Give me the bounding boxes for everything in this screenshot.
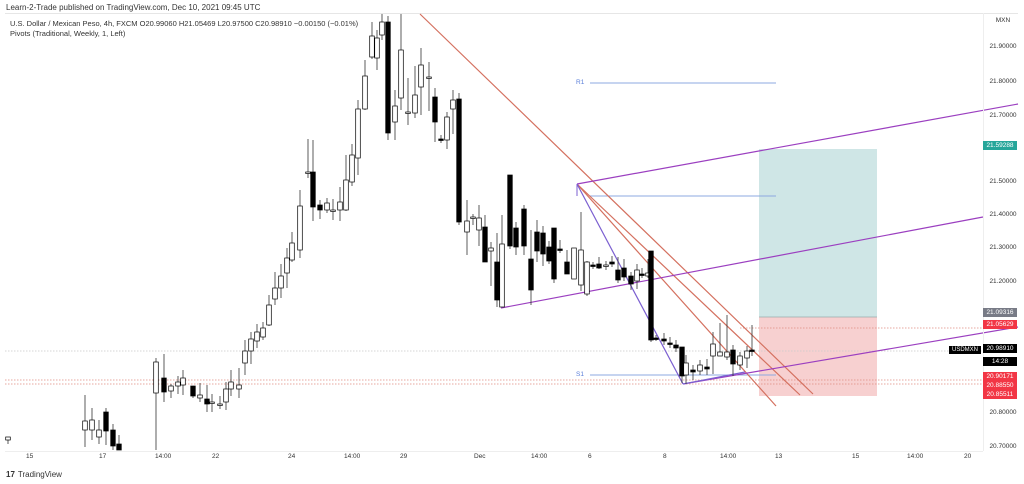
price-tick: 21.20000 bbox=[989, 278, 1017, 285]
trendline-red-1[interactable] bbox=[419, 13, 814, 395]
time-tick: 14:00 bbox=[531, 453, 548, 460]
pivot-s1-label: S1 bbox=[576, 371, 584, 378]
pivot-r1-label: R1 bbox=[576, 79, 585, 86]
price-tag: 21.09316 bbox=[983, 308, 1017, 317]
time-tick: 17 bbox=[99, 453, 107, 460]
price-tag: 21.59288 bbox=[983, 141, 1017, 150]
price-tag: 21.05629 bbox=[983, 320, 1017, 329]
time-tick: 15 bbox=[852, 453, 860, 460]
time-tick: 14:00 bbox=[155, 453, 172, 460]
currency-label: MXN bbox=[995, 17, 1011, 24]
price-tick: 21.70000 bbox=[989, 112, 1017, 119]
price-axis[interactable] bbox=[983, 13, 1024, 451]
time-tick: 20 bbox=[964, 453, 972, 460]
time-tick: 24 bbox=[288, 453, 296, 460]
candlesticks bbox=[5, 14, 755, 451]
symbol-tag: USDMXN bbox=[949, 346, 982, 354]
chart-frame bbox=[5, 13, 1018, 466]
channel-upper[interactable] bbox=[576, 103, 1019, 185]
tv-logo-icon: 17 bbox=[6, 470, 15, 479]
indicator-legend[interactable]: Pivots (Traditional, Weekly, 1, Left) bbox=[10, 29, 126, 38]
tradingview-logo: 17 TradingView bbox=[6, 470, 62, 479]
time-axis[interactable] bbox=[5, 451, 983, 466]
symbol-legend[interactable]: U.S. Dollar / Mexican Peso, 4h, FXCM O20… bbox=[10, 19, 359, 28]
price-tag: 20.90171 bbox=[983, 372, 1017, 381]
price-tag: 20.85511 bbox=[983, 390, 1017, 399]
price-tag: 20.98910 bbox=[983, 344, 1017, 353]
time-tick: 15 bbox=[26, 453, 34, 460]
trendline-red-3[interactable] bbox=[576, 183, 801, 396]
trendline-red-2[interactable] bbox=[576, 183, 777, 407]
price-tick: 21.90000 bbox=[989, 43, 1017, 50]
time-tick: 13 bbox=[775, 453, 783, 460]
price-tick: 21.30000 bbox=[989, 244, 1017, 251]
time-tick: 14:00 bbox=[720, 453, 737, 460]
loss-zone[interactable] bbox=[759, 317, 877, 396]
profit-zone[interactable] bbox=[759, 149, 877, 317]
brand-text: TradingView bbox=[17, 470, 62, 479]
time-tick: 6 bbox=[588, 453, 592, 460]
time-tick: 22 bbox=[212, 453, 220, 460]
time-tick: 14:00 bbox=[907, 453, 924, 460]
time-tick: 29 bbox=[400, 453, 408, 460]
price-tick: 21.40000 bbox=[989, 211, 1017, 218]
price-tick: 21.50000 bbox=[989, 178, 1017, 185]
time-tick: 8 bbox=[663, 453, 667, 460]
price-tick: 21.80000 bbox=[989, 78, 1017, 85]
price-tag: 20.88550 bbox=[983, 381, 1017, 390]
price-tick: 20.70000 bbox=[989, 443, 1017, 450]
countdown-tag: 14:28 bbox=[983, 357, 1017, 366]
time-tick: Dec bbox=[474, 453, 486, 460]
time-tick: 14:00 bbox=[344, 453, 361, 460]
published-by-text: Learn-2-Trade published on TradingView.c… bbox=[6, 3, 261, 12]
price-tick: 20.80000 bbox=[989, 409, 1017, 416]
channel-middle[interactable] bbox=[500, 216, 984, 309]
channel-lower[interactable] bbox=[682, 326, 1019, 385]
